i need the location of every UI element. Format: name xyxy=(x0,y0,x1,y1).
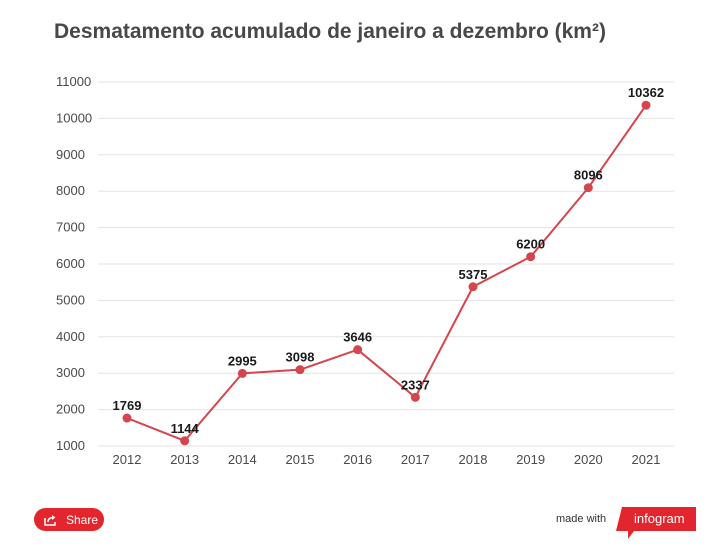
chart-title: Desmatamento acumulado de janeiro a deze… xyxy=(54,20,606,43)
x-tick-label: 2020 xyxy=(574,452,603,467)
infogram-brand-text: infogram xyxy=(634,511,685,526)
x-tick-label: 2013 xyxy=(170,452,199,467)
x-tick-label: 2015 xyxy=(286,452,315,467)
data-label: 10362 xyxy=(628,85,664,100)
y-tick-label: 5000 xyxy=(56,292,85,307)
data-point[interactable] xyxy=(237,368,247,378)
data-point[interactable] xyxy=(468,282,478,292)
share-button[interactable]: Share xyxy=(34,508,104,531)
y-tick-label: 3000 xyxy=(56,365,85,380)
x-tick-label: 2014 xyxy=(228,452,257,467)
data-point[interactable] xyxy=(583,183,593,193)
x-tick-label: 2018 xyxy=(459,452,488,467)
data-point[interactable] xyxy=(295,365,305,375)
data-label: 1144 xyxy=(171,421,200,436)
y-axis-ticks: 1000 2000 3000 4000 5000 6000 7000 8000 9000 1000… xyxy=(56,74,92,453)
y-tick-label: 11000 xyxy=(56,74,91,89)
x-tick-label: 2021 xyxy=(632,452,661,467)
data-label: 8096 xyxy=(574,168,603,183)
y-tick-label: 4000 xyxy=(56,329,85,344)
share-label: Share xyxy=(66,512,99,527)
share-icon xyxy=(44,514,56,526)
x-tick-label: 2017 xyxy=(401,452,430,467)
series-line xyxy=(126,104,647,442)
infogram-badge-shape xyxy=(616,507,696,539)
x-axis-ticks: 2012 2013 2014 2015 2016 2017 2018 2019 2020 2021 xyxy=(113,452,661,467)
data-point[interactable] xyxy=(410,392,420,402)
data-label: 5375 xyxy=(459,267,488,282)
data-labels: 1769 1144 2995 3098 3646 2337 5375 6200 8096 1036… xyxy=(113,85,665,436)
data-label: 3098 xyxy=(286,350,315,365)
gridlines xyxy=(98,81,674,447)
y-tick-label: 8000 xyxy=(56,183,85,198)
series-line-layer xyxy=(126,104,647,442)
x-tick-label: 2019 xyxy=(516,452,545,467)
data-point[interactable] xyxy=(526,252,536,262)
y-tick-label: 1000 xyxy=(56,438,85,453)
data-label: 2995 xyxy=(228,353,257,368)
data-label: 3646 xyxy=(343,330,372,345)
data-label: 2337 xyxy=(401,377,430,392)
y-tick-label: 9000 xyxy=(56,147,85,162)
line-chart: 1000 2000 3000 4000 5000 6000 7000 8000 9000 1000… xyxy=(56,74,674,467)
data-label: 6200 xyxy=(516,237,545,252)
series-points[interactable] xyxy=(122,100,651,446)
y-tick-label: 10000 xyxy=(56,110,92,125)
made-with-text: made with xyxy=(556,513,607,525)
y-tick-label: 7000 xyxy=(56,220,85,235)
y-tick-label: 2000 xyxy=(56,402,85,417)
data-point[interactable] xyxy=(641,100,651,110)
data-label: 1769 xyxy=(113,398,142,413)
data-point[interactable] xyxy=(122,413,132,423)
y-tick-label: 6000 xyxy=(56,256,85,271)
data-point[interactable] xyxy=(353,345,363,355)
x-tick-label: 2012 xyxy=(113,452,142,467)
infogram-logo-link[interactable]: infogram xyxy=(612,507,696,539)
data-point[interactable] xyxy=(180,436,190,446)
x-tick-label: 2016 xyxy=(343,452,372,467)
